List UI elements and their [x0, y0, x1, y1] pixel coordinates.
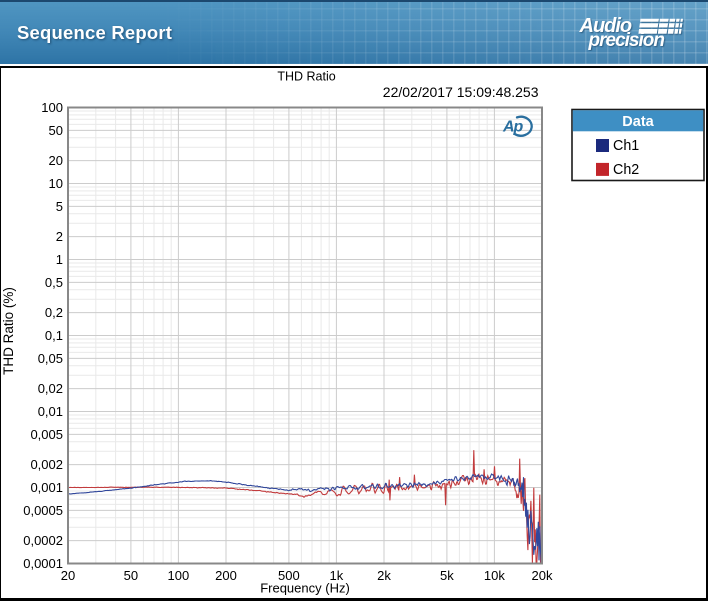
svg-text:20k: 20k — [532, 568, 553, 583]
svg-text:0,5: 0,5 — [45, 275, 63, 290]
svg-text:22/02/2017 15:09:48.253: 22/02/2017 15:09:48.253 — [383, 84, 539, 100]
svg-text:Ap: Ap — [502, 119, 524, 136]
svg-text:500: 500 — [278, 568, 300, 583]
svg-text:THD Ratio (%): THD Ratio (%) — [1, 287, 16, 375]
svg-text:100: 100 — [41, 100, 63, 115]
svg-text:0,0001: 0,0001 — [23, 556, 63, 571]
svg-text:0,0005: 0,0005 — [23, 503, 63, 518]
svg-text:2: 2 — [56, 229, 63, 244]
svg-text:50: 50 — [124, 568, 138, 583]
svg-text:Frequency (Hz): Frequency (Hz) — [260, 581, 350, 596]
svg-text:Ch2: Ch2 — [613, 162, 639, 178]
svg-text:0,002: 0,002 — [30, 457, 63, 472]
svg-text:0,1: 0,1 — [45, 328, 63, 343]
svg-text:0,0002: 0,0002 — [23, 533, 63, 548]
svg-text:50: 50 — [49, 123, 63, 138]
svg-text:precision: precision — [588, 30, 665, 51]
svg-text:2k: 2k — [377, 568, 391, 583]
svg-text:0,001: 0,001 — [30, 480, 63, 495]
svg-text:10k: 10k — [484, 568, 505, 583]
svg-text:5: 5 — [56, 199, 63, 214]
svg-text:5k: 5k — [440, 568, 454, 583]
svg-text:THD Ratio: THD Ratio — [277, 70, 335, 84]
svg-text:20: 20 — [61, 568, 75, 583]
svg-text:0,01: 0,01 — [38, 404, 63, 419]
svg-text:10: 10 — [49, 176, 63, 191]
svg-text:Ch1: Ch1 — [613, 138, 639, 154]
svg-text:Data: Data — [622, 114, 654, 130]
svg-text:0,2: 0,2 — [45, 305, 63, 320]
svg-text:1k: 1k — [330, 568, 344, 583]
svg-text:0,02: 0,02 — [38, 381, 63, 396]
svg-text:200: 200 — [215, 568, 237, 583]
svg-text:Audio: Audio — [579, 15, 632, 37]
svg-text:100: 100 — [168, 568, 190, 583]
svg-text:1: 1 — [56, 252, 63, 267]
svg-text:20: 20 — [49, 153, 63, 168]
svg-text:0,005: 0,005 — [30, 427, 63, 442]
svg-text:0,05: 0,05 — [38, 351, 63, 366]
